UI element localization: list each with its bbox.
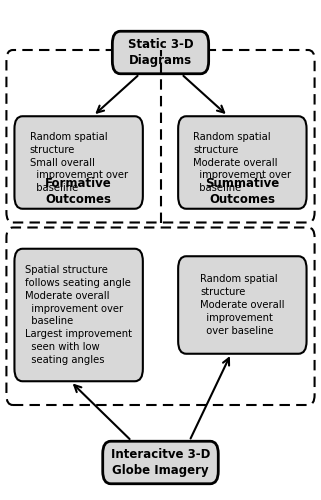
FancyBboxPatch shape: [14, 249, 143, 381]
Text: Summative
Outcomes: Summative Outcomes: [205, 177, 280, 206]
FancyBboxPatch shape: [178, 116, 307, 209]
Text: Spatial structure
follows seating angle
Moderate overall
  improvement over
  ba: Spatial structure follows seating angle …: [25, 265, 132, 365]
Text: Static 3-D
Diagrams: Static 3-D Diagrams: [128, 38, 193, 67]
Text: Interacitve 3-D
Globe Imagery: Interacitve 3-D Globe Imagery: [111, 448, 210, 477]
Text: Formative
Outcomes: Formative Outcomes: [45, 177, 112, 206]
Text: Random spatial
structure
Small overall
  improvement over
  baseline: Random spatial structure Small overall i…: [30, 132, 128, 193]
Text: Random spatial
structure
Moderate overall
  improvement
  over baseline: Random spatial structure Moderate overal…: [200, 274, 285, 336]
FancyBboxPatch shape: [103, 441, 218, 484]
FancyBboxPatch shape: [178, 256, 307, 354]
Text: Random spatial
structure
Moderate overall
  improvement over
  baseline: Random spatial structure Moderate overal…: [193, 132, 291, 193]
FancyBboxPatch shape: [112, 31, 209, 74]
FancyBboxPatch shape: [14, 116, 143, 209]
